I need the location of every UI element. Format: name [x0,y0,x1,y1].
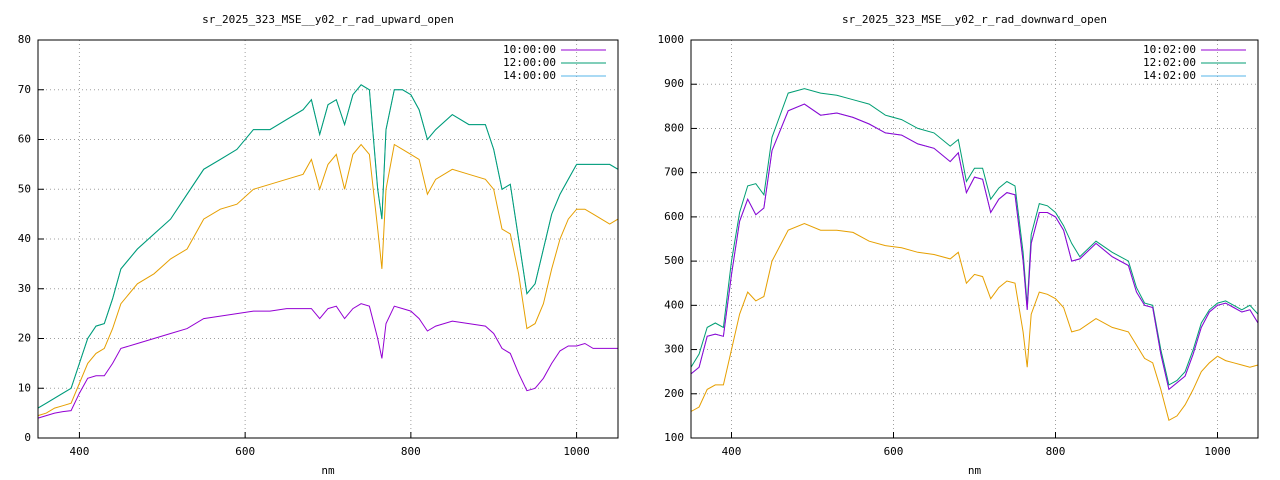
x-tick-label: 400 [69,445,89,458]
x-axis-label: nm [968,464,982,477]
y-tick-label: 1000 [658,33,685,46]
plot-frame [37,39,619,439]
y-tick-label: 900 [664,77,684,90]
y-tick-label: 100 [664,431,684,444]
y-tick-label: 800 [664,121,684,134]
x-tick-label: 1000 [563,445,590,458]
y-tick-label: 400 [664,298,684,311]
legend-label: 12:02:00 [1143,56,1196,69]
x-tick-label: 1000 [1204,445,1231,458]
y-tick-label: 60 [18,133,31,146]
x-tick-label: 800 [401,445,421,458]
data-line [37,84,619,409]
plot-frame [690,39,1259,439]
x-tick-label: 600 [884,445,904,458]
legend-label: 14:02:00 [1143,69,1196,82]
data-line [37,143,619,417]
x-tick-label: 800 [1046,445,1066,458]
data-line [690,103,1259,391]
legend-label: 12:00:00 [503,56,556,69]
x-tick-label: 600 [235,445,255,458]
y-tick-label: 200 [664,387,684,400]
data-line [690,88,1259,386]
chart-title: sr_2025_323_MSE__y02_r_rad_downward_open [842,13,1107,26]
legend-label: 10:02:00 [1143,43,1196,56]
x-axis-label: nm [321,464,335,477]
y-tick-label: 30 [18,282,31,295]
y-tick-label: 0 [24,431,31,444]
y-tick-label: 500 [664,254,684,267]
y-tick-label: 80 [18,33,31,46]
legend-label: 14:00:00 [503,69,556,82]
y-tick-label: 20 [18,332,31,345]
y-tick-label: 600 [664,210,684,223]
y-tick-label: 40 [18,232,31,245]
data-line [37,303,618,419]
chart-title: sr_2025_323_MSE__y02_r_rad_upward_open [202,13,454,26]
data-line [690,222,1259,422]
data-line [37,84,619,409]
legend-label: 10:00:00 [503,43,556,56]
y-tick-label: 70 [18,83,31,96]
y-tick-label: 700 [664,166,684,179]
y-tick-label: 10 [18,381,31,394]
x-tick-label: 400 [722,445,742,458]
y-tick-label: 50 [18,182,31,195]
y-tick-label: 300 [664,343,684,356]
data-line [690,103,1259,391]
